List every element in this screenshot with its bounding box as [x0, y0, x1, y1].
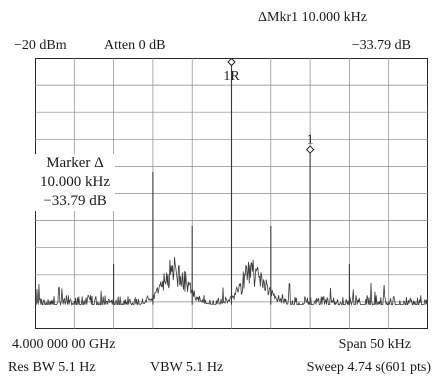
resolution-bandwidth: Res BW 5.1 Hz — [8, 360, 96, 375]
marker-annotation-freq: 10.000 kHz — [40, 174, 110, 190]
marker-diamond — [305, 145, 315, 154]
sweep-time: Sweep 4.74 s(601 pts) — [306, 360, 431, 375]
marker-delta-value: −33.79 dB — [351, 38, 411, 53]
marker-annotation: Marker Δ 10.000 kHz −33.79 dB — [35, 154, 115, 211]
marker-annotation-level: −33.79 dB — [43, 193, 107, 209]
marker-label: 1R — [223, 69, 240, 84]
attenuation-setting: Atten 0 dB — [104, 38, 166, 53]
reference-level: −20 dBm — [14, 38, 67, 53]
marker-diamond — [227, 58, 236, 67]
marker-label: 1 — [307, 133, 314, 148]
center-frequency: 4.000 000 00 GHz — [12, 337, 116, 352]
video-bandwidth: VBW 5.1 Hz — [150, 360, 224, 375]
spectrum-display: 1R 1 Marker Δ 10.000 kHz −33.79 dB — [35, 58, 428, 329]
delta-marker-readout: ΔMkr1 10.000 kHz — [258, 10, 367, 25]
frequency-span: Span 50 kHz — [338, 337, 411, 352]
marker-annotation-title: Marker Δ — [46, 155, 104, 171]
